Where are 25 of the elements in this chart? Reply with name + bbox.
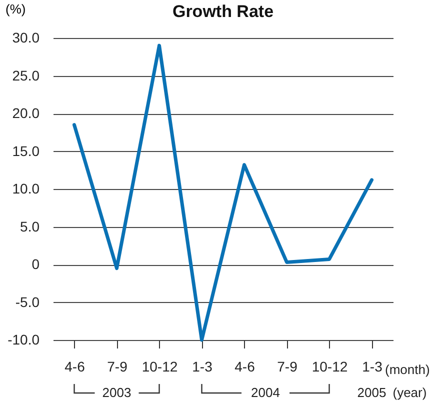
y-tick-label: 10.0: [12, 180, 40, 196]
y-tick-label: 15.0: [12, 142, 40, 159]
x-tick-label: 1-3: [362, 358, 383, 374]
x-tick-label: 7-9: [277, 358, 298, 374]
x-tick-label: 4-6: [64, 358, 86, 374]
y-tick-label: -10.0: [8, 332, 40, 348]
y-tick-label: 20.0: [12, 105, 40, 121]
text: (month): [385, 362, 430, 377]
text: 2004: [251, 385, 280, 400]
y-tick-label: -5.0: [15, 294, 40, 310]
y-axis-title: (%): [6, 2, 26, 16]
text: (year): [392, 385, 427, 400]
text: 2003: [102, 385, 132, 400]
x-tick-label: 7-9: [107, 358, 128, 374]
chart-title: Growth Rate: [172, 2, 274, 21]
x-tick-label: 10-12: [312, 358, 348, 374]
y-tick-label: 25.0: [12, 67, 40, 84]
y-tick-label: 5.0: [20, 218, 40, 234]
x-tick-label: 10-12: [142, 358, 178, 374]
x-tick-label: 4-6: [234, 358, 256, 374]
y-tick-label: 30.0: [12, 30, 40, 46]
text: 2005: [357, 385, 386, 400]
x-tick-label: 1-3: [192, 358, 213, 374]
y-tick-label: 0: [32, 256, 40, 272]
line-series: [72, 44, 374, 342]
